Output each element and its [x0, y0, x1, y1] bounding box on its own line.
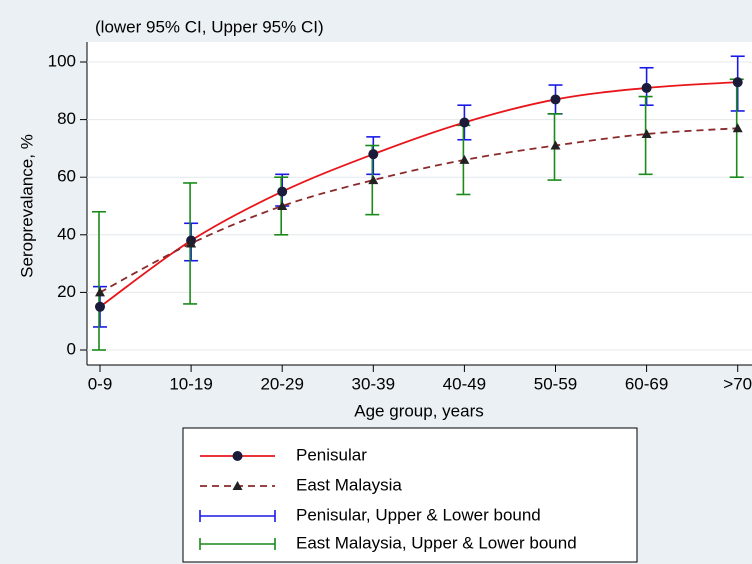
legend-label: Penisular: [296, 445, 367, 464]
point: [232, 451, 243, 461]
point: [232, 481, 243, 490]
x-tick-label: 30-39: [352, 374, 395, 393]
x-tick-label: 20-29: [260, 374, 303, 393]
y-axis-title: Seroprevalance, %: [17, 134, 36, 278]
point: [277, 186, 288, 197]
point: [459, 154, 470, 164]
point: [368, 149, 379, 160]
y-tick-label: 60: [57, 167, 76, 186]
point: [732, 77, 743, 88]
error-bar: [92, 210, 106, 351]
x-tick-label: 60-69: [625, 374, 668, 393]
point: [641, 129, 652, 138]
legend-label: East Malaysia: [296, 475, 402, 494]
x-tick-label: 10-19: [169, 374, 212, 393]
legend: [182, 427, 638, 563]
subtitle: (lower 95% CI, Upper 95% CI): [95, 17, 324, 36]
point: [641, 82, 652, 93]
x-axis-title: Age group, years: [354, 401, 483, 420]
x-tick-label: >70: [723, 374, 752, 393]
x-tick-label: 40-49: [443, 374, 486, 393]
point: [368, 175, 379, 185]
point: [732, 123, 743, 133]
legend-label: Penisular, Upper & Lower bound: [296, 505, 541, 524]
y-tick-label: 0: [67, 339, 76, 358]
y-tick-label: 20: [57, 282, 76, 301]
x-tick-label: 50-59: [534, 374, 577, 393]
point: [186, 238, 197, 248]
point: [550, 140, 561, 150]
point: [95, 301, 105, 312]
point: [277, 201, 288, 210]
point: [95, 287, 105, 297]
y-tick-label: 80: [57, 109, 76, 128]
x-tick-label: 0-9: [88, 374, 113, 393]
y-tick-label: 100: [48, 51, 76, 70]
point: [550, 94, 561, 105]
line: [99, 127, 738, 294]
legend-label: East Malaysia, Upper & Lower bound: [296, 533, 577, 552]
plot-area: [87, 42, 752, 365]
point: [459, 117, 470, 128]
y-tick-label: 40: [57, 224, 76, 243]
